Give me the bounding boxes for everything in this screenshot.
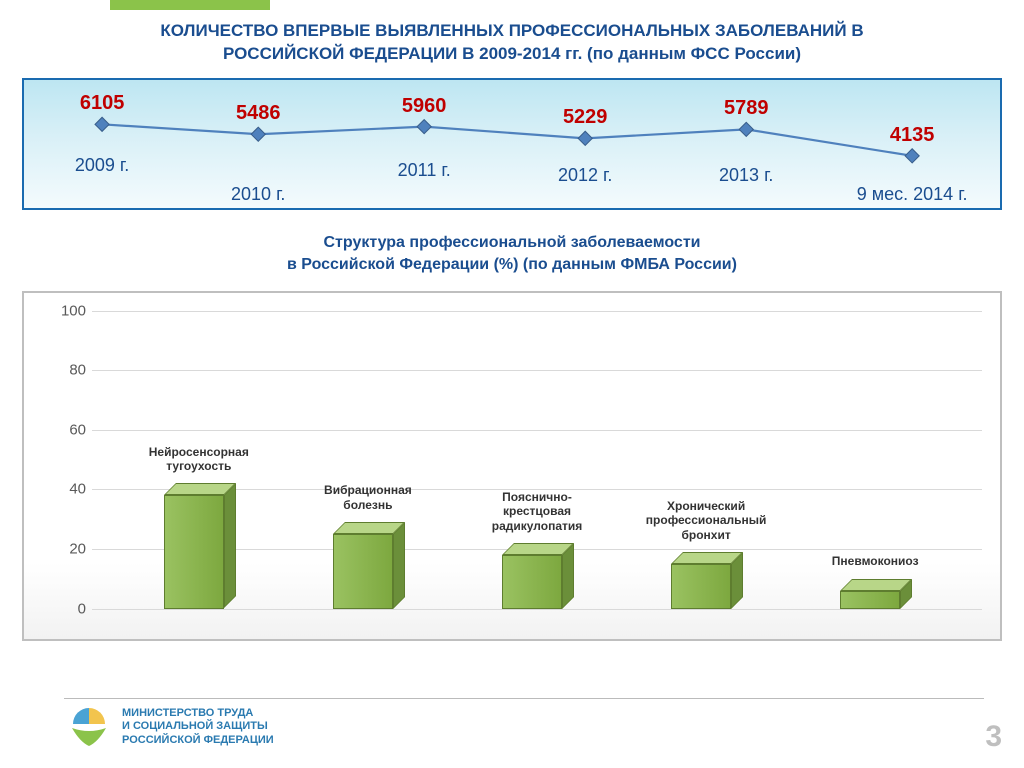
title-line-2: РОССИЙСКОЙ ФЕДЕРАЦИИ В 2009-2014 гг. (по… [223,44,801,63]
line-xlabel-4: 2013 г. [719,165,773,186]
bar-2 [502,555,572,609]
bar-label-0: Нейросенсорнаятугоухость [114,445,284,474]
footer: МИНИСТЕРСТВО ТРУДА И СОЦИАЛЬНОЙ ЗАЩИТЫ Р… [0,698,1024,760]
line-chart-svg [24,80,1000,208]
ministry-logo: МИНИСТЕРСТВО ТРУДА И СОЦИАЛЬНОЙ ЗАЩИТЫ Р… [66,704,274,750]
line-value-2: 5960 [402,95,447,118]
subtitle: Структура профессиональной заболеваемост… [0,232,1024,277]
grid-line [92,370,982,371]
bar-label-4: Пневмокониоз [790,554,960,568]
grid-line [92,430,982,431]
line-value-4: 5789 [724,97,769,120]
y-tick: 40 [46,481,86,498]
subtitle-line-2: в Российской Федерации (%) (по данным ФМ… [287,256,737,273]
bar-1 [333,534,403,609]
y-tick: 20 [46,541,86,558]
page-number: 3 [985,720,1002,754]
grid-line [92,609,982,610]
main-title: КОЛИЧЕСТВО ВПЕРВЫЕ ВЫЯВЛЕННЫХ ПРОФЕССИОН… [0,0,1024,70]
org-line-3: РОССИЙСКОЙ ФЕДЕРАЦИИ [122,734,274,747]
line-chart-panel: 6105 2009 г. 5486 2010 г. 5960 2011 г. 5229 201… [22,78,1002,210]
bar-label-2: Пояснично-крестцоваярадикулопатия [452,490,622,533]
line-xlabel-0: 2009 г. [75,155,129,176]
y-tick: 0 [46,600,86,617]
bar-3 [671,564,741,609]
line-xlabel-3: 2012 г. [558,165,612,186]
org-line-1: МИНИСТЕРСТВО ТРУДА [122,707,274,720]
bar-label-3: Хроническийпрофессиональныйбронхит [621,499,791,542]
title-line-1: КОЛИЧЕСТВО ВПЕРВЫЕ ВЫЯВЛЕННЫХ ПРОФЕССИОН… [160,21,863,40]
grid-line [92,311,982,312]
org-line-2: И СОЦИАЛЬНОЙ ЗАЩИТЫ [122,720,274,733]
line-xlabel-2: 2011 г. [398,160,451,181]
accent-bar [110,0,270,10]
y-tick: 80 [46,362,86,379]
bar-chart-plot: 020406080100НейросенсорнаятугоухостьВибр… [92,311,982,609]
line-xlabel-5: 9 мес. 2014 г. [857,184,968,205]
footer-divider [64,698,984,699]
line-value-1: 5486 [236,102,281,125]
logo-text: МИНИСТЕРСТВО ТРУДА И СОЦИАЛЬНОЙ ЗАЩИТЫ Р… [122,707,274,747]
line-value-5: 4135 [890,124,935,147]
y-tick: 60 [46,421,86,438]
line-value-0: 6105 [80,92,125,115]
bar-chart-panel: 0 20 40 60 80 100 Нейросенсорнаятугоухость Вибр… [22,291,1002,641]
logo-mark [66,704,112,750]
subtitle-line-1: Структура профессиональной заболеваемост… [324,234,701,251]
bar-4 [840,591,910,609]
bar-label-1: Вибрационнаяболезнь [283,483,453,512]
line-value-3: 5229 [563,106,608,129]
bar-0 [164,495,234,608]
line-xlabel-1: 2010 г. [231,184,285,205]
y-tick: 100 [46,302,86,319]
